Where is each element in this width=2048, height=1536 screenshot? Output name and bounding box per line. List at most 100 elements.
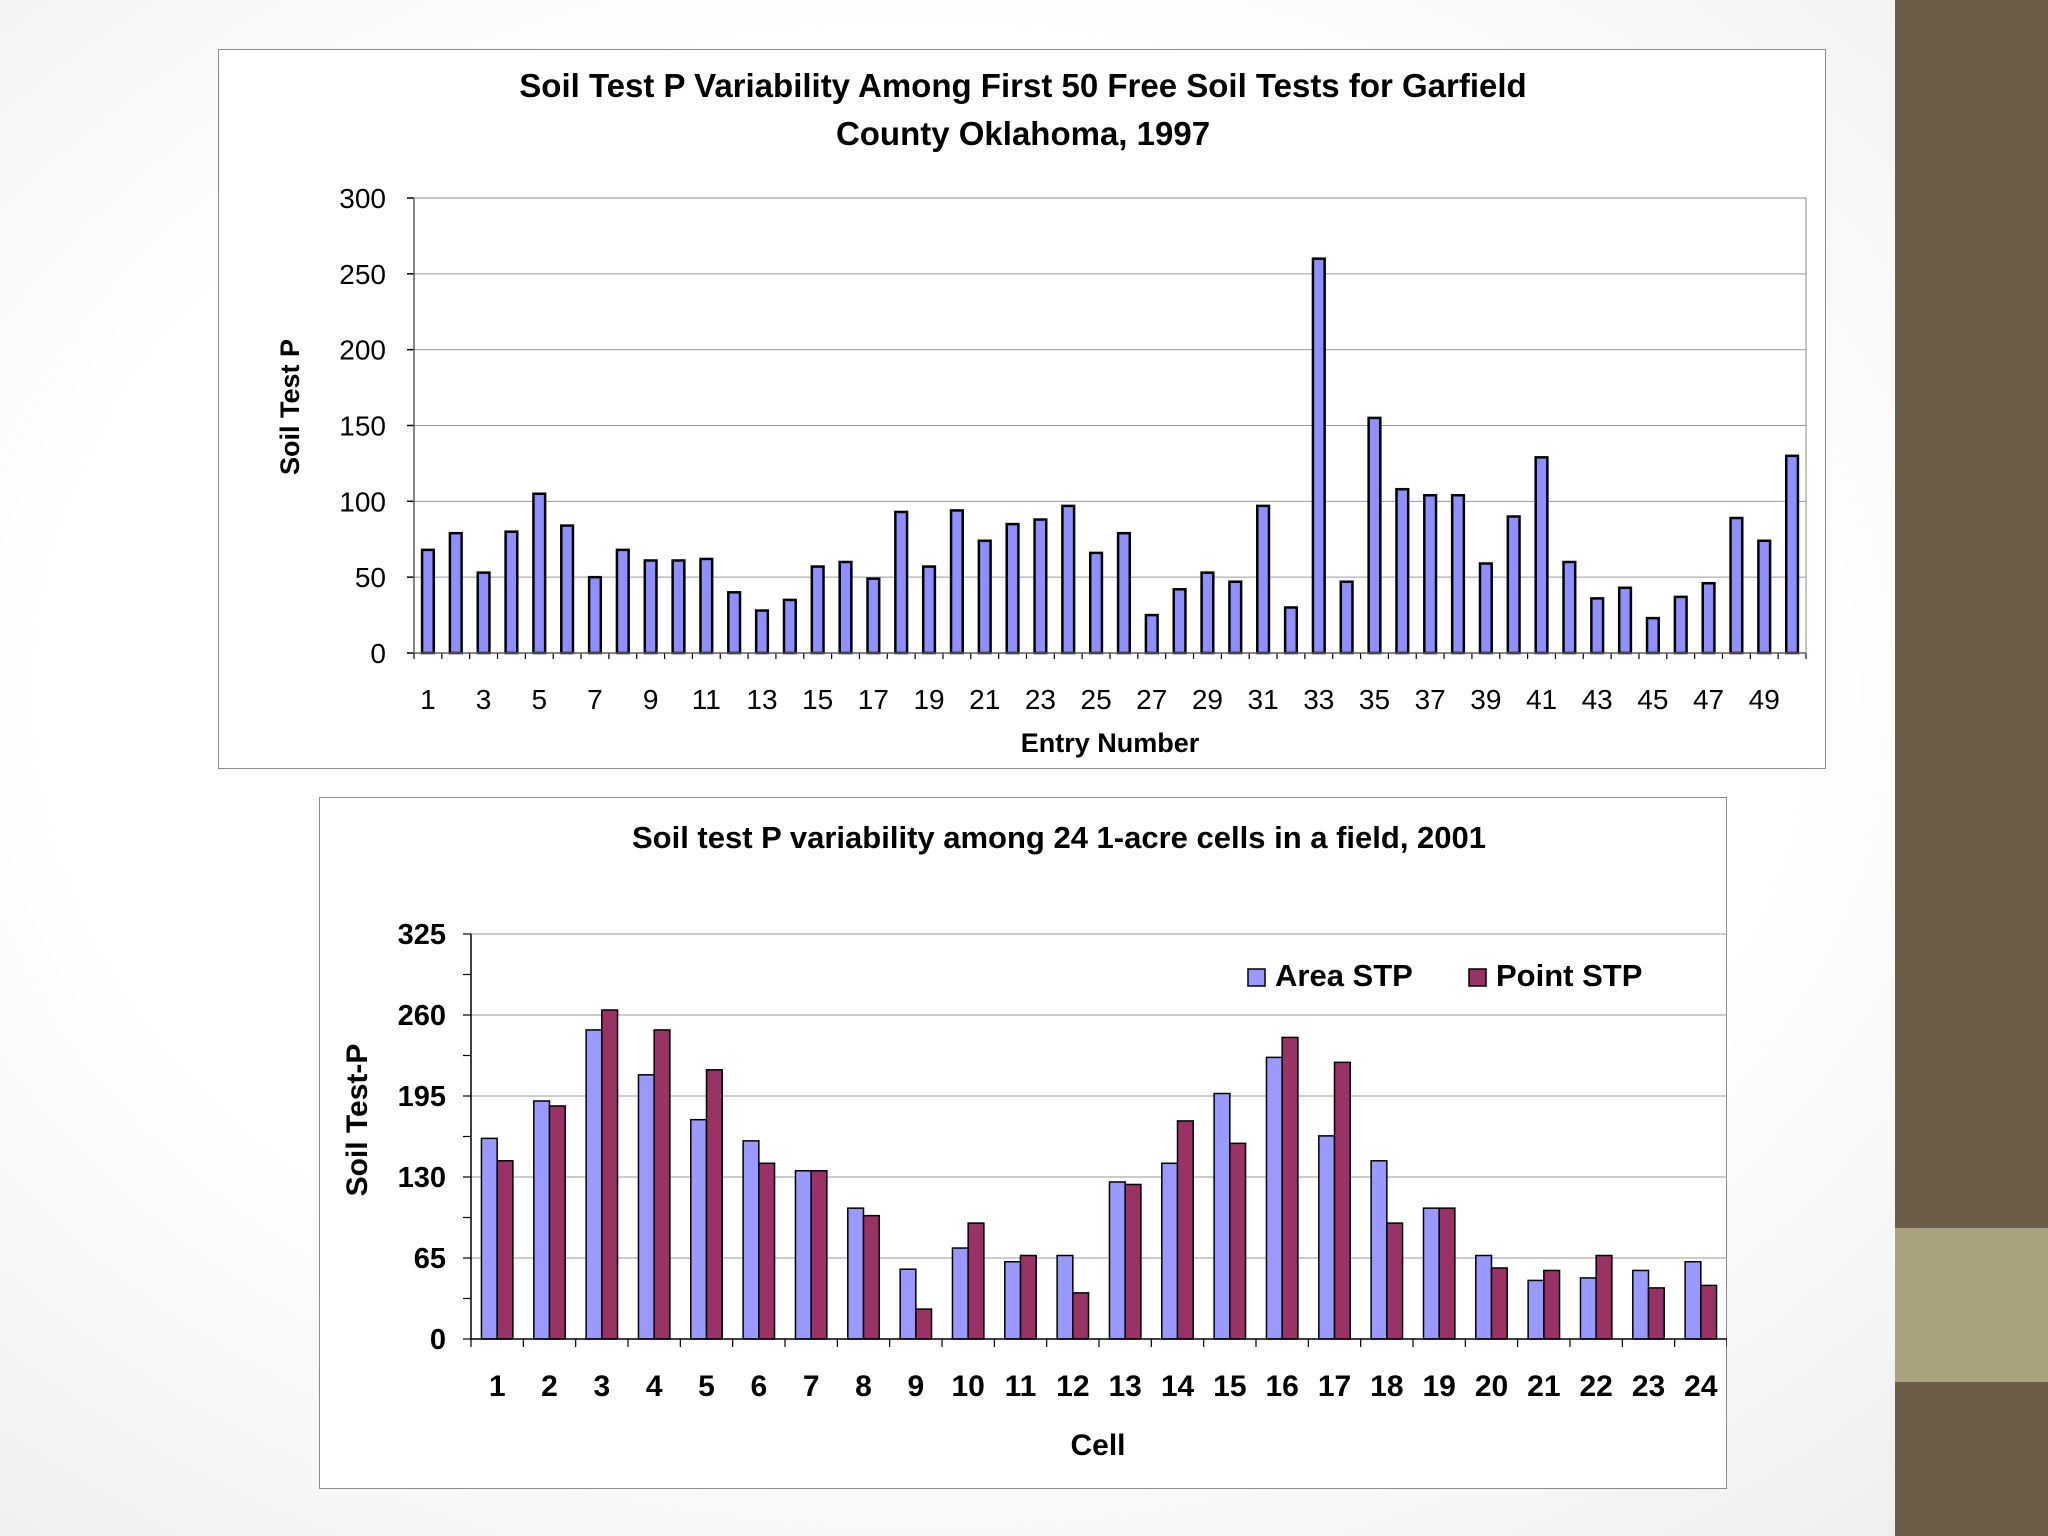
chart2-bar-area-stp <box>1265 1056 1283 1340</box>
chart1-bar <box>1506 515 1521 655</box>
chart2-x-tick-label: 9 <box>907 1370 924 1403</box>
chart2-x-tick-label: 14 <box>1161 1370 1195 1403</box>
chart2-bar-point-stp <box>967 1222 985 1340</box>
chart-garfield-county: Soil Test P Variability Among First 50 F… <box>218 49 1826 769</box>
chart2-y-tick-label: 260 <box>398 1000 446 1032</box>
chart2-y-tick-label: 325 <box>398 919 446 951</box>
chart2-y-axis-label: Soil Test-P <box>341 1044 374 1197</box>
chart1-x-tick-label: 7 <box>587 684 603 715</box>
chart1-bar <box>1228 580 1243 655</box>
chart2-x-tick-label: 1 <box>489 1370 506 1403</box>
chart2-bar-point-stp <box>1281 1036 1299 1340</box>
chart2-x-tick-label: 3 <box>593 1370 610 1403</box>
chart2-bar-area-stp <box>480 1137 498 1340</box>
chart1-bar <box>1367 416 1382 655</box>
chart1-x-tick-label: 15 <box>802 684 833 715</box>
chart1-bar <box>420 548 436 655</box>
chart1-bar <box>643 559 658 655</box>
chart1-bar <box>977 539 992 655</box>
chart2-bar-area-stp <box>585 1029 603 1340</box>
chart1-y-tick-label: 250 <box>339 259 386 290</box>
chart2-x-tick-label: 11 <box>1005 1370 1037 1403</box>
chart1-bar <box>1673 595 1688 655</box>
chart1-bar <box>782 598 797 655</box>
chart2-bar-area-stp <box>1632 1269 1650 1340</box>
chart2-x-tick-label: 18 <box>1370 1370 1403 1403</box>
legend-swatch-point-stp <box>1468 968 1487 987</box>
chart1-x-tick-label: 17 <box>858 684 889 715</box>
chart1-bar <box>1729 516 1744 655</box>
chart1-bar <box>1757 539 1772 655</box>
chart2-legend: Area STP Point STP <box>1247 958 1642 993</box>
chart2-bar-point-stp <box>1124 1183 1142 1340</box>
chart2-x-tick-label: 15 <box>1213 1370 1246 1403</box>
legend-label-area-stp: Area STP <box>1275 958 1413 993</box>
chart2-x-tick-label: 19 <box>1422 1370 1455 1403</box>
chart1-x-tick-label: 3 <box>476 684 492 715</box>
chart2-x-tick-label: 13 <box>1108 1370 1141 1403</box>
chart1-bar <box>1200 571 1215 655</box>
chart1-bar <box>699 557 714 655</box>
chart2-bar-area-stp <box>899 1268 917 1340</box>
chart2-bar-area-stp <box>794 1170 812 1340</box>
chart2-bar-area-stp <box>742 1140 760 1340</box>
chart1-bar <box>532 492 547 655</box>
chart2-bar-area-stp <box>847 1207 865 1340</box>
chart1-bar <box>1283 606 1299 655</box>
chart2-x-tick-label: 12 <box>1056 1370 1089 1403</box>
chart2-bar-point-stp <box>810 1170 828 1340</box>
chart1-bar <box>1590 597 1605 655</box>
chart2-bar-point-stp <box>1333 1061 1351 1340</box>
chart-24-acre-cells: Soil test P variability among 24 1-acre … <box>319 797 1727 1489</box>
chart1-x-tick-label: 35 <box>1359 684 1390 715</box>
chart1-bar <box>1033 518 1048 655</box>
chart1-x-axis-label: Entry Number <box>1021 728 1200 758</box>
chart1-x-tick-label: 21 <box>969 684 1000 715</box>
chart1-bar <box>921 565 937 655</box>
chart1-bar <box>1061 504 1076 655</box>
chart2-title: Soil test P variability among 24 1-acre … <box>632 820 1486 855</box>
chart1-bar <box>1784 454 1800 655</box>
chart1-bar <box>894 510 909 655</box>
chart1-frame <box>218 49 1826 769</box>
chart1-bar <box>1116 531 1132 655</box>
chart1-bar <box>1478 562 1493 655</box>
chart1-x-tick-label: 23 <box>1025 684 1056 715</box>
chart2-x-tick-label: 7 <box>803 1370 820 1403</box>
chart1-bar <box>1005 522 1020 655</box>
chart1-x-tick-label: 29 <box>1192 684 1223 715</box>
chart2-bar-point-stp <box>1386 1222 1404 1340</box>
chart2-bar-area-stp <box>1318 1135 1336 1340</box>
chart1-bar <box>1423 494 1438 655</box>
chart1-x-tick-label: 33 <box>1303 684 1334 715</box>
chart1-title-line1: Soil Test P Variability Among First 50 F… <box>519 67 1526 104</box>
chart2-x-tick-label: 22 <box>1579 1370 1612 1403</box>
chart1-y-axis-label: Soil Test P <box>275 339 305 475</box>
legend-label-point-stp: Point STP <box>1496 958 1642 993</box>
chart2-bar-point-stp <box>705 1069 723 1340</box>
chart1-x-tick-label: 37 <box>1415 684 1446 715</box>
chart2-bar-area-stp <box>1108 1181 1126 1340</box>
chart2-x-tick-label: 6 <box>750 1370 767 1403</box>
chart1-y-tick-label: 300 <box>339 183 386 214</box>
chart1-bar <box>1645 616 1660 655</box>
chart2-x-tick-label: 24 <box>1684 1370 1718 1403</box>
chart2-x-axis-label: Cell <box>1070 1429 1125 1462</box>
chart2-bar-area-stp <box>1579 1277 1597 1340</box>
chart1-bar <box>810 565 825 655</box>
chart2-bar-area-stp <box>690 1118 708 1340</box>
chart1-x-tick-label: 41 <box>1526 684 1557 715</box>
chart1-x-tick-label: 47 <box>1693 684 1724 715</box>
chart1-x-tick-label: 39 <box>1470 684 1501 715</box>
chart1-x-tick-label: 1 <box>420 684 436 715</box>
chart2-bar-point-stp <box>601 1009 619 1340</box>
chart1-bar <box>504 530 519 655</box>
chart1-bar <box>1311 257 1326 655</box>
chart2-bar-point-stp <box>1229 1142 1247 1340</box>
chart1-bar <box>1088 551 1104 655</box>
chart2-bar-point-stp <box>496 1160 514 1340</box>
chart2-bar-area-stp <box>1370 1160 1388 1340</box>
chart2-bar-point-stp <box>862 1214 880 1340</box>
chart1-x-tick-label: 27 <box>1136 684 1167 715</box>
chart1-bar <box>615 548 630 655</box>
